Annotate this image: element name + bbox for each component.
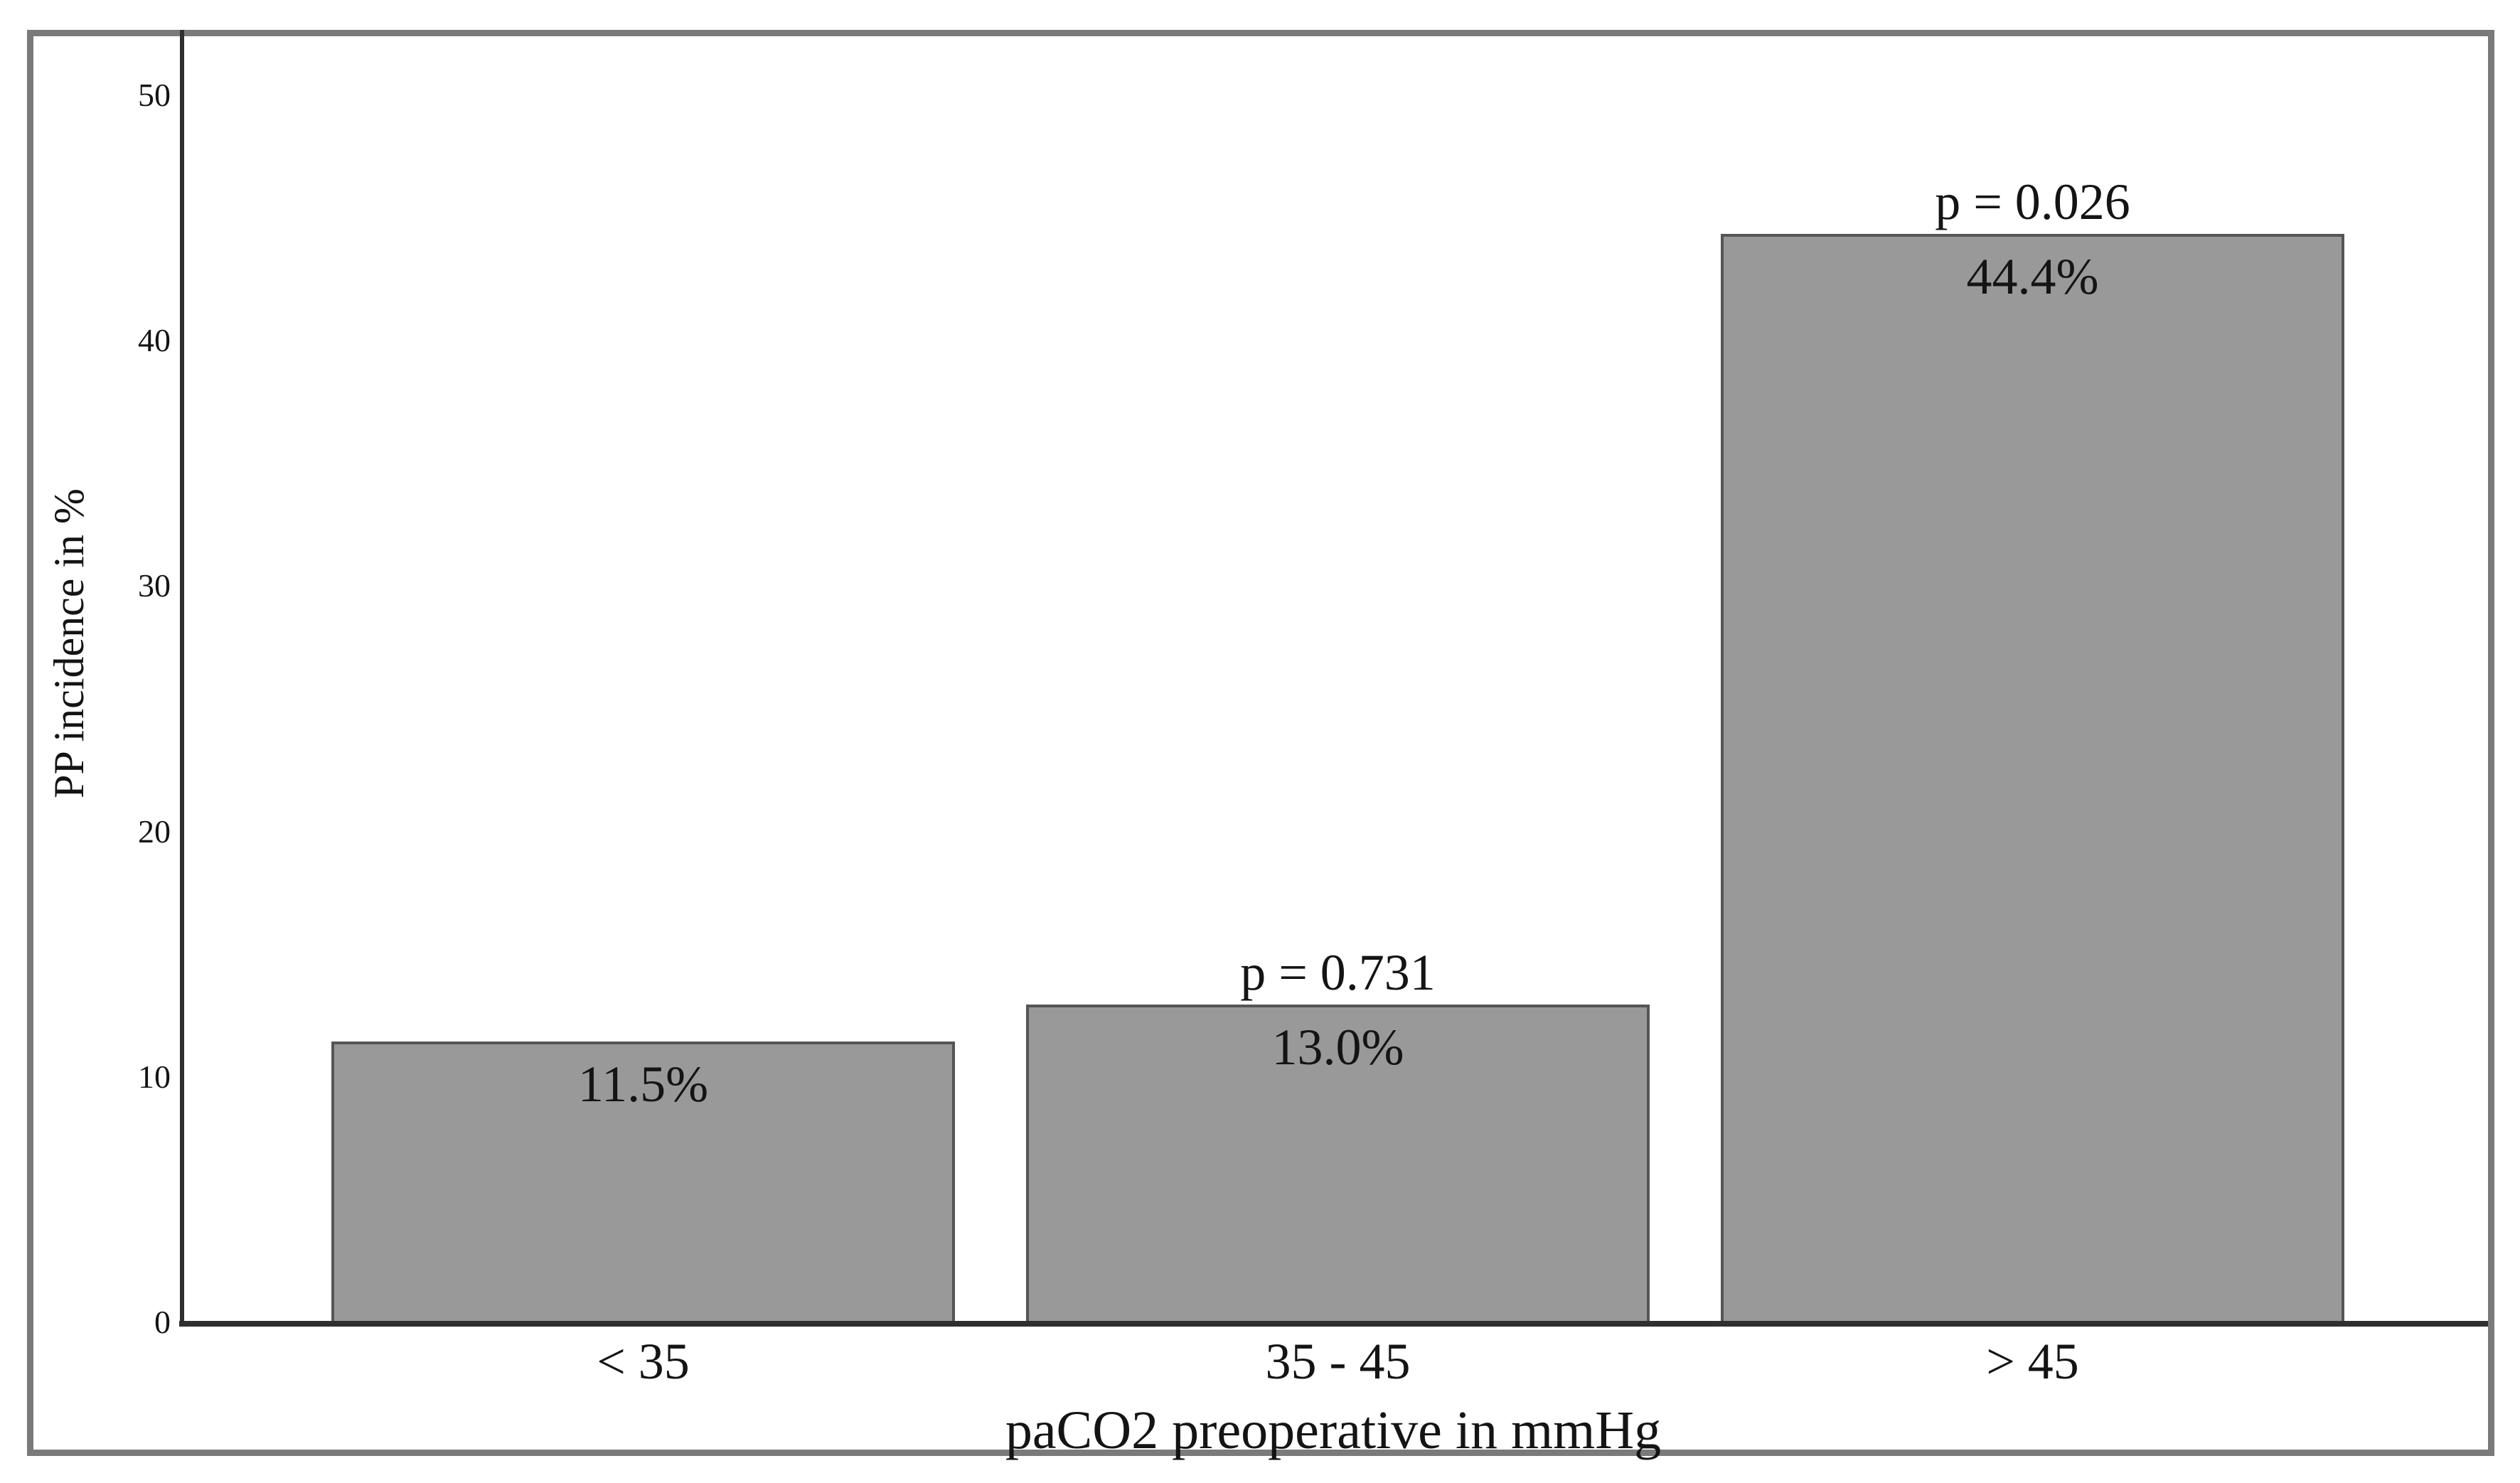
y-tick-label: 40 bbox=[138, 322, 171, 358]
x-tick-label: < 35 bbox=[597, 1333, 690, 1390]
x-axis-title: paCO2 preoperative in mmHg bbox=[1005, 1401, 1662, 1460]
x-axis-line bbox=[179, 1321, 2488, 1327]
y-tick-label: 10 bbox=[138, 1059, 171, 1095]
y-tick-label: 50 bbox=[138, 77, 171, 113]
bar-35-45: 13.0% bbox=[1026, 1005, 1650, 1324]
y-tick-label: 20 bbox=[138, 813, 171, 850]
bar-value-label: 13.0% bbox=[1271, 1019, 1404, 1076]
p-value-label: p = 0.731 bbox=[1240, 944, 1436, 1001]
x-tick-label: > 45 bbox=[1986, 1333, 2079, 1390]
y-tick-label: 0 bbox=[154, 1304, 171, 1340]
bar-value-label: 44.4% bbox=[1966, 248, 2099, 305]
bar-value-label: 11.5% bbox=[577, 1056, 709, 1113]
figure-frame-border bbox=[27, 30, 2494, 1456]
p-value-label: p = 0.026 bbox=[1935, 173, 2130, 230]
x-tick-label: 35 - 45 bbox=[1265, 1333, 1411, 1390]
y-axis-title: PP incidence in % bbox=[46, 488, 92, 799]
bar->45: 44.4% bbox=[1721, 234, 2344, 1324]
y-axis-line bbox=[180, 30, 184, 1327]
y-tick-label: 30 bbox=[138, 567, 171, 604]
bar-<35: 11.5% bbox=[331, 1042, 955, 1324]
